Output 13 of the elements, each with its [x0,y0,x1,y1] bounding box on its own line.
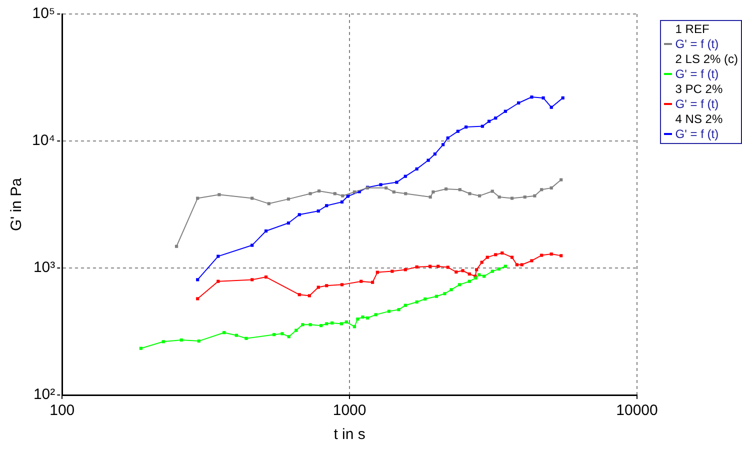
y-tick-label: 10⁵ [32,5,56,22]
y-axis-title: G' in Pa [8,177,26,231]
legend-label: 2 LS 2% (c) G' = f (t) [675,52,738,82]
y-tick-label: 10² [33,386,56,404]
x-tick-label: 10000 [616,402,658,420]
y-tick-label: 10⁴ [32,132,56,150]
legend-label: 3 PC 2% G' = f (t) [675,82,723,112]
x-axis-title: t in s [334,426,366,444]
legend-label: 4 NS 2% G' = f (t) [675,112,723,142]
x-tick-label: 1000 [332,402,366,420]
y-tick-label: 10³ [33,259,56,276]
x-tick-label: 100 [50,402,75,420]
legend-label: 1 REF G' = f (t) [675,22,719,52]
